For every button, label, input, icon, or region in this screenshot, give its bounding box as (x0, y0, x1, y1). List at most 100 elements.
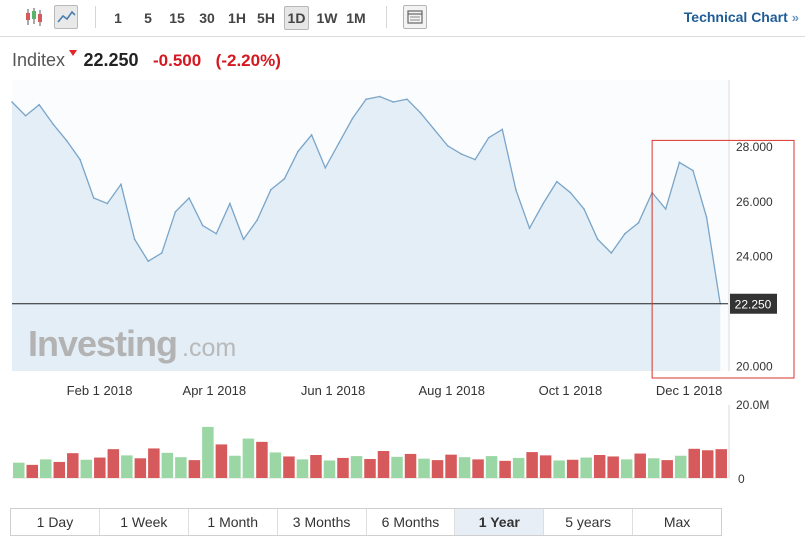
technical-chart-label: Technical Chart (683, 9, 788, 25)
volume-bar (202, 426, 214, 478)
volume-bar (499, 460, 511, 478)
data-point (419, 112, 422, 114)
volume-bar (445, 454, 457, 478)
data-point (92, 197, 95, 199)
volume-bar (661, 460, 673, 478)
data-point (637, 221, 640, 224)
data-point (11, 101, 13, 103)
data-point (501, 128, 504, 131)
volume-bar (418, 458, 430, 478)
x-axis-band (12, 374, 728, 404)
interval-1[interactable]: 1 (114, 10, 122, 26)
volume-bar (80, 459, 93, 478)
data-point (596, 238, 599, 241)
period-3-months[interactable]: 3 Months (278, 509, 367, 535)
y-tick-label: 20.000 (736, 360, 773, 374)
interval-1d[interactable]: 1D (284, 6, 309, 30)
x-tick-label: Aug 1 2018 (418, 383, 485, 398)
instrument-name: Inditex (12, 50, 66, 70)
volume-bar (539, 455, 552, 478)
period-1-week[interactable]: 1 Week (100, 509, 189, 535)
data-point (106, 202, 109, 205)
down-arrow-icon (69, 50, 78, 56)
window-layout-icon[interactable] (403, 5, 427, 29)
investing-watermark: Investing .com (28, 323, 236, 364)
period-1-month[interactable]: 1 Month (189, 509, 278, 535)
volume-bar (674, 455, 687, 478)
period-max[interactable]: Max (663, 514, 691, 530)
interval-30[interactable]: 30 (199, 10, 215, 26)
x-tick-label: Apr 1 2018 (183, 383, 247, 398)
data-point (215, 232, 218, 235)
double-chevron-right-icon: » (791, 10, 799, 25)
volume-max-label: 20.0M (736, 398, 769, 412)
volume-bar (701, 450, 714, 478)
data-point (433, 128, 436, 131)
volume-bar (26, 464, 39, 478)
data-point (406, 98, 408, 101)
price-change: -0.500 (153, 51, 202, 70)
period-1-day[interactable]: 1 Day (11, 509, 100, 535)
volume-bar (688, 448, 700, 478)
volume-zero-label: 0 (738, 472, 745, 486)
volume-bar (404, 453, 417, 478)
interval-1m[interactable]: 1M (346, 10, 366, 26)
x-tick-label: Oct 1 2018 (539, 383, 603, 398)
period-1-year[interactable]: 1 Year (455, 509, 545, 535)
volume-bar (215, 444, 228, 478)
period-6-months[interactable]: 6 Months (367, 509, 456, 535)
data-point (351, 117, 354, 120)
technical-chart-link[interactable]: Technical Chart» (684, 9, 799, 25)
volume-bar (229, 455, 241, 478)
volume-bar (364, 459, 376, 478)
data-point (555, 180, 558, 183)
data-point (610, 252, 613, 254)
last-price-tag-label: 22.250 (735, 298, 772, 312)
quote-header: Inditex 22.250 -0.500 (-2.20%) (12, 48, 281, 72)
last-price-tag (730, 293, 777, 314)
data-point (324, 167, 327, 169)
volume-bar (296, 459, 309, 478)
volume-bar (107, 449, 120, 478)
x-tick-label: Feb 1 2018 (67, 383, 133, 398)
highlight-box (651, 139, 795, 379)
data-point (147, 260, 149, 262)
candlestick-chart-icon[interactable] (22, 5, 46, 29)
data-point (392, 101, 395, 103)
data-point (38, 103, 41, 106)
volume-bar (269, 452, 282, 478)
y-tick-label: 28.000 (736, 140, 773, 154)
volume-bar (472, 459, 484, 478)
data-point (65, 139, 68, 142)
volume-bar (134, 458, 147, 478)
volume-bar (715, 449, 727, 478)
interval-5[interactable]: 5 (144, 10, 152, 26)
volume-bar (67, 453, 79, 478)
price-chart[interactable]: Feb 1 2018 Apr 1 2018 Jun 1 2018 Aug 1 2018… (0, 0, 805, 500)
volume-bar (553, 460, 565, 478)
data-point (242, 238, 245, 241)
data-point (624, 232, 626, 235)
data-point (528, 227, 531, 230)
data-point (365, 98, 367, 101)
last-price: 22.250 (83, 50, 139, 70)
area-chart-icon[interactable] (54, 5, 78, 29)
volume-bar (161, 452, 174, 478)
period-5-years[interactable]: 5 years (544, 509, 634, 535)
data-point (474, 158, 476, 161)
interval-1w[interactable]: 1W (316, 10, 338, 26)
volume-bar (526, 452, 538, 478)
interval-5h[interactable]: 5H (257, 10, 275, 26)
x-tick-label: Jun 1 2018 (301, 383, 365, 398)
y-tick-label: 26.000 (736, 195, 773, 209)
data-point (338, 142, 340, 144)
interval-1h[interactable]: 1H (228, 10, 246, 26)
interval-15[interactable]: 15 (169, 10, 185, 26)
data-point (515, 189, 517, 191)
data-point (133, 238, 136, 241)
price-area (12, 96, 721, 371)
data-point (269, 189, 272, 191)
data-point (161, 252, 163, 254)
data-point (256, 219, 258, 221)
volume-bar (566, 459, 579, 478)
